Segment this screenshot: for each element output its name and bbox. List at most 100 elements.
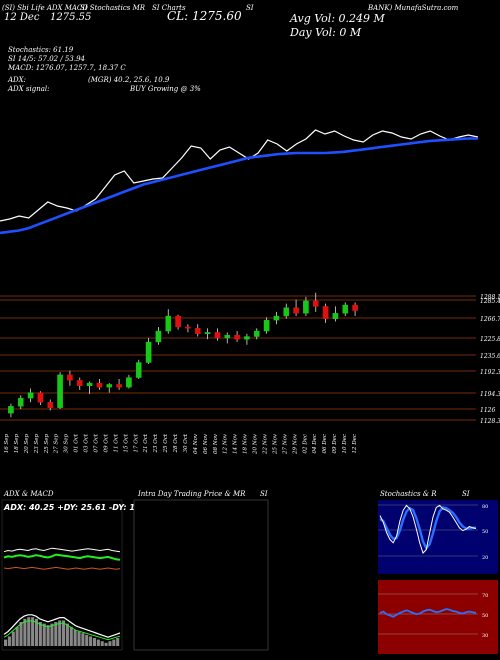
candle-body bbox=[224, 334, 231, 339]
macd-bar bbox=[15, 626, 19, 646]
candle-body bbox=[342, 304, 349, 314]
stoch-panel-title: Stochastics & R bbox=[380, 490, 437, 498]
macd-line bbox=[3, 614, 121, 638]
rsi-panel-bg bbox=[378, 580, 498, 654]
date-label: 25 Nov bbox=[273, 433, 279, 455]
candle-body bbox=[86, 382, 93, 386]
candle-body bbox=[332, 313, 339, 319]
header-bank: BANK) MunafaSutra.com bbox=[367, 4, 459, 12]
macd-bar bbox=[54, 622, 58, 646]
candle-body bbox=[273, 315, 280, 321]
si-text: SI 14/5: 57.02 / 53.94 bbox=[8, 55, 85, 63]
date-label: 23 Sep bbox=[34, 434, 40, 455]
adx-panel-frame bbox=[1, 499, 123, 651]
macd-bar bbox=[11, 631, 15, 646]
candle-body bbox=[8, 406, 14, 414]
macd-bar bbox=[108, 641, 112, 646]
macd-signal-line bbox=[3, 620, 121, 641]
date-label: 25 Sep bbox=[44, 434, 50, 455]
macd-bar bbox=[85, 634, 89, 646]
price-level-label: 1235.65 bbox=[480, 353, 500, 360]
date-label: 17 Oct bbox=[133, 433, 139, 452]
stoch-level-label: 20 bbox=[482, 555, 488, 561]
candle-body bbox=[17, 397, 24, 407]
price-level-label: 1128.35 bbox=[480, 418, 500, 425]
candle-body bbox=[165, 315, 172, 332]
minus-di-line bbox=[3, 566, 121, 570]
candle-body bbox=[312, 300, 319, 307]
intraday-panel-title: Intra Day Trading Price & MR bbox=[137, 490, 246, 498]
candle-body bbox=[37, 392, 44, 403]
date-label: 07 Oct bbox=[94, 433, 100, 452]
candle-body bbox=[244, 336, 250, 340]
date-label: 15 Oct bbox=[123, 433, 129, 452]
date-label: 30 Oct bbox=[183, 433, 189, 452]
candle-body bbox=[47, 402, 54, 408]
macd-bar bbox=[62, 620, 66, 646]
macd-bar bbox=[23, 618, 27, 646]
rsi-level-label: 50 bbox=[482, 613, 488, 619]
stochastic-lines: 80 50 20 bbox=[378, 504, 488, 561]
macd-bar bbox=[96, 639, 100, 646]
price-level-label: 1192.3 bbox=[480, 369, 500, 376]
macd-bar bbox=[7, 636, 11, 646]
date-label: 18 Sep bbox=[14, 434, 20, 454]
date-label: 18 Nov bbox=[243, 433, 249, 454]
candle-body bbox=[67, 374, 73, 381]
adx-panel-title: ADX & MACD bbox=[3, 490, 54, 498]
stoch-k-line bbox=[379, 504, 477, 554]
macd-bar bbox=[31, 617, 35, 646]
date-label: 14 Nov bbox=[233, 433, 239, 454]
macd-bar bbox=[19, 622, 23, 646]
date-label: 08 Nov bbox=[213, 433, 219, 454]
adx-values-text: (MGR) 40.2, 25.6, 10.9 bbox=[88, 76, 170, 84]
stoch-level-label: 50 bbox=[482, 529, 488, 535]
header-line4: SI bbox=[246, 4, 254, 12]
candle-body bbox=[126, 377, 132, 388]
stochastics-text: Stochastics: 61.19 bbox=[8, 46, 74, 54]
macd-bar bbox=[116, 638, 120, 646]
date-label: 23 Oct bbox=[153, 433, 159, 453]
candle-body bbox=[352, 304, 358, 311]
candle-body bbox=[204, 332, 211, 334]
date-label: 20 Nov bbox=[253, 433, 259, 455]
header-line3: SI Charts bbox=[152, 4, 186, 12]
date-label: 25 Oct bbox=[163, 433, 169, 453]
close-label: CL: 1275.60 bbox=[167, 9, 242, 23]
price-ma-chart bbox=[0, 129, 479, 235]
date-label: 10 Dec bbox=[342, 434, 348, 454]
candle-body bbox=[155, 330, 162, 343]
candle-body bbox=[106, 384, 113, 388]
avg-vol: Avg Vol: 0.249 M bbox=[289, 12, 386, 25]
macd-bar bbox=[92, 638, 97, 646]
macd-bar bbox=[104, 642, 108, 646]
macd-bar bbox=[73, 630, 77, 646]
macd-bar bbox=[100, 641, 104, 646]
rsi-level-label: 70 bbox=[482, 593, 488, 599]
date-label: 11 Oct bbox=[113, 433, 119, 452]
adx-signal-label: ADX signal: bbox=[7, 85, 49, 93]
date-label: 01 Oct bbox=[74, 433, 80, 452]
candle-body bbox=[76, 380, 83, 386]
macd-bar bbox=[50, 623, 54, 646]
date-label: 27 Nov bbox=[282, 433, 288, 455]
price-level-lines bbox=[0, 295, 476, 421]
date-label: 03 Oct bbox=[84, 433, 90, 452]
macd-bar bbox=[112, 639, 116, 646]
adx-line bbox=[3, 547, 121, 553]
date-label: 20 Sep bbox=[24, 434, 30, 455]
macd-bar bbox=[81, 633, 85, 646]
price-level-label: 1285.4 bbox=[480, 298, 500, 305]
candle-body bbox=[185, 326, 191, 329]
macd-bar bbox=[77, 631, 81, 646]
price-level-label: 1266.75 bbox=[480, 316, 500, 323]
candle-body bbox=[175, 315, 181, 328]
adx-panel-values: ADX: 40.25 +DY: 25.61 -DY: 10.91 bbox=[3, 503, 155, 512]
candlestick-chart bbox=[8, 292, 358, 418]
candle-body bbox=[145, 341, 152, 363]
candle-body bbox=[194, 328, 201, 334]
date-label: 04 Nov bbox=[193, 433, 199, 454]
price-level-label: 1126 bbox=[480, 407, 495, 414]
header-line2: SI Stochastics MR bbox=[80, 4, 146, 12]
